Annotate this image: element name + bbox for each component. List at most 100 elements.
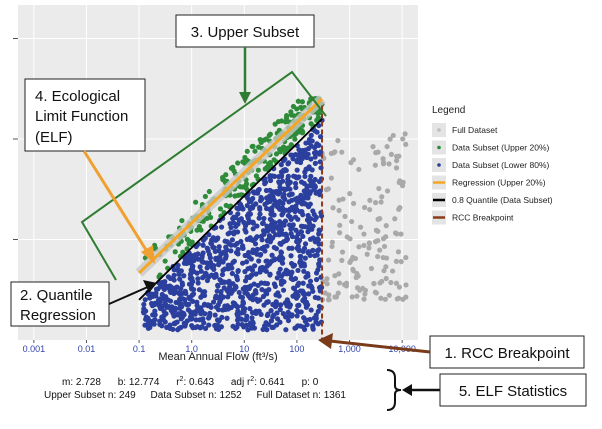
lower-subset-point <box>248 256 254 262</box>
lower-subset-point <box>315 267 321 273</box>
lower-subset-point <box>146 319 153 326</box>
full-dataset-point <box>336 197 342 203</box>
lower-subset-point <box>305 270 311 277</box>
lower-subset-point <box>217 277 223 283</box>
full-dataset-point <box>361 231 367 237</box>
lower-subset-point <box>294 238 300 245</box>
full-dataset-point <box>348 257 354 263</box>
full-dataset-point <box>379 194 385 200</box>
lower-subset-point <box>215 326 222 333</box>
lower-subset-point <box>238 216 244 222</box>
lower-subset-point <box>301 263 308 269</box>
lower-subset-point <box>286 245 292 251</box>
upper-subset-arrowhead <box>239 92 251 104</box>
lower-subset-point <box>307 189 314 195</box>
full-dataset-point <box>377 247 383 253</box>
lower-subset-point <box>198 294 204 300</box>
lower-subset-point <box>306 145 312 152</box>
lower-subset-point <box>261 215 267 222</box>
full-dataset-point <box>361 204 368 211</box>
lower-subset-point <box>224 315 230 321</box>
full-dataset-point <box>392 216 398 222</box>
lower-subset-point <box>202 289 208 295</box>
full-dataset-point <box>335 137 341 144</box>
lower-subset-point <box>247 206 253 212</box>
lower-subset-point <box>249 267 256 273</box>
lower-subset-point <box>256 186 262 193</box>
lower-subset-point <box>229 237 235 243</box>
full-dataset-point <box>396 206 402 212</box>
lower-subset-point <box>285 176 291 182</box>
full-dataset-point <box>339 149 345 155</box>
full-dataset-point <box>398 259 404 265</box>
lower-subset-point <box>216 244 222 250</box>
stat-r2-sup: 2 <box>180 376 184 383</box>
lower-subset-point <box>270 212 276 218</box>
stat-adj-r2: : 0.641 <box>254 377 285 388</box>
full-dataset-point <box>337 222 343 228</box>
lower-subset-point <box>172 288 179 295</box>
stats-line1: m: 2.728 b: 12.774 r2: 0.643 adj r2: 0.6… <box>62 376 319 388</box>
lower-subset-point <box>302 299 308 305</box>
lower-subset-point <box>241 219 247 225</box>
x-axis-title: Mean Annual Flow (ft³/s) <box>158 351 277 363</box>
full-dataset-point <box>393 258 399 264</box>
lower-subset-point <box>228 224 234 231</box>
lower-subset-point <box>278 249 284 255</box>
upper-subset-point <box>220 174 226 181</box>
rcc-arrowhead <box>318 333 333 349</box>
upper-subset-point <box>172 249 178 255</box>
lower-subset-point <box>279 212 285 218</box>
lower-subset-point <box>277 186 284 192</box>
lower-subset-point <box>297 258 304 264</box>
full-dataset-point <box>367 197 373 203</box>
lower-subset-point <box>312 294 318 301</box>
upper-subset-callout-text: 3. Upper Subset <box>191 24 300 41</box>
quantile-callout-line2: Regression <box>20 307 96 324</box>
lower-subset-point <box>215 282 221 288</box>
lower-subset-point <box>178 313 184 319</box>
lower-subset-point <box>307 201 313 207</box>
lower-subset-point <box>288 260 295 267</box>
stats-line2: Upper Subset n: 249 Data Subset n: 1252 … <box>44 390 346 401</box>
lower-subset-point <box>310 179 316 185</box>
lower-subset-point <box>206 232 212 238</box>
rcc-callout-text: 1. RCC Breakpoint <box>444 345 570 362</box>
upper-subset-point <box>207 214 214 221</box>
full-dataset-point <box>399 183 406 189</box>
full-dataset-point <box>396 284 403 290</box>
lower-subset-point <box>301 245 308 251</box>
lower-subset-point <box>305 229 311 235</box>
lower-subset-point <box>187 309 193 315</box>
lower-subset-point <box>279 260 286 266</box>
lower-subset-point <box>239 321 245 328</box>
lower-subset-point <box>250 226 256 232</box>
upper-subset-point <box>243 185 249 191</box>
stat-b-label: b: <box>118 377 126 388</box>
rcc-arrow <box>329 339 431 354</box>
stat-upper-n: 249 <box>119 390 136 401</box>
lower-subset-point <box>307 278 314 284</box>
full-dataset-point <box>342 213 348 220</box>
lower-subset-point <box>189 292 195 298</box>
lower-subset-point <box>281 194 287 200</box>
lower-subset-point <box>295 302 301 309</box>
full-dataset-point <box>378 295 384 301</box>
lower-subset-point <box>306 220 313 226</box>
lower-subset-point <box>224 287 230 293</box>
lower-subset-point <box>302 255 308 261</box>
lower-subset-point <box>279 220 285 226</box>
full-dataset-point <box>383 275 389 282</box>
lower-subset-point <box>289 313 295 319</box>
lower-subset-point <box>264 312 270 319</box>
full-dataset-point <box>347 191 353 197</box>
lower-subset-point <box>265 299 271 305</box>
lower-subset-point <box>276 173 282 180</box>
lower-subset-point <box>274 203 280 210</box>
lower-subset-point <box>303 140 309 146</box>
lower-subset-point <box>171 313 177 319</box>
upper-subset-point <box>244 148 250 154</box>
lower-subset-point <box>267 206 273 212</box>
full-dataset-point <box>393 165 400 171</box>
